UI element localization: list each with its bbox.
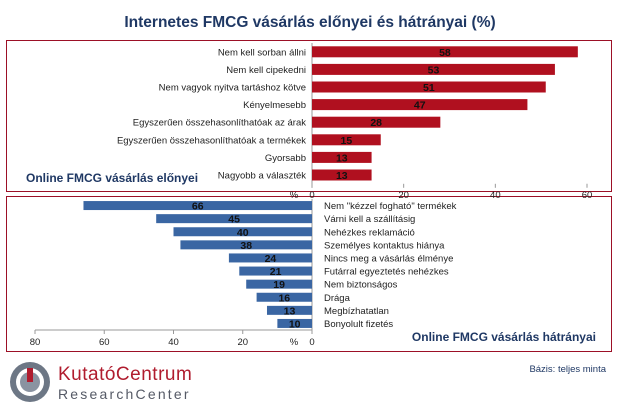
advantages-category-label: Nem kell sorban állni: [218, 47, 306, 58]
disadvantages-bar: [173, 227, 312, 237]
disadvantages-category-label: Várni kell a szállításig: [324, 214, 415, 225]
disadvantages-category-label: Nem biztonságos: [324, 280, 398, 291]
disadvantages-bar: [277, 318, 312, 328]
logo-text-kutatocentrum: KutatóCentrum: [58, 364, 193, 385]
disadvantages-value-label: 24: [265, 253, 277, 265]
advantages-value-label: 58: [439, 47, 451, 59]
advantages-tick-label: 40: [490, 190, 501, 201]
advantages-bar: [312, 99, 528, 111]
disadvantages-bar: [156, 214, 312, 224]
advantages-category-label: Nem vagyok nyitva tartáshoz kötve: [159, 83, 306, 94]
advantages-bar: [312, 116, 441, 128]
disadvantages-value-label: 21: [270, 266, 282, 278]
disadvantages-category-label: Nehézkes reklamáció: [324, 227, 415, 238]
disadvantages-bar: [83, 201, 312, 211]
advantages-bar: [312, 169, 372, 181]
disadvantages-value-label: 38: [240, 240, 252, 252]
disadvantages-value-label: 66: [192, 201, 204, 213]
disadvantages-category-label: Futárral egyeztetés nehézkes: [324, 267, 449, 278]
advantages-value-label: 47: [414, 100, 426, 112]
advantages-value-label: 13: [336, 170, 348, 182]
advantages-bar: [312, 151, 372, 163]
disadvantages-value-label: 13: [284, 305, 296, 317]
basis-note: Bázis: teljes minta: [529, 364, 606, 375]
disadvantages-tick-label: 20: [237, 337, 248, 348]
disadvantages-unit-label: %: [290, 337, 299, 348]
advantages-value-label: 51: [423, 82, 435, 94]
advantages-bar: [312, 134, 381, 146]
advantages-category-label: Egyszerűen összehasonlíthatóak az árak: [133, 118, 306, 129]
disadvantages-value-label: 40: [237, 227, 249, 239]
advantages-category-label: Gyorsabb: [265, 153, 306, 164]
logo: KutatóCentrum ResearchCenter: [8, 358, 218, 408]
chart-title: Internetes FMCG vásárlás előnyei és hátr…: [124, 14, 496, 31]
disadvantages-tick-label: 60: [99, 337, 110, 348]
advantages-value-label: 28: [370, 117, 382, 129]
disadvantages-value-label: 10: [289, 318, 301, 330]
disadvantages-category-label: Drága: [324, 293, 351, 304]
disadvantages-panel-label: Online FMCG vásárlás hátrányai: [412, 330, 596, 344]
disadvantages-category-label: Bonyolult fizetés: [324, 319, 393, 330]
advantages-bar: [312, 81, 546, 93]
advantages-value-label: 53: [428, 64, 440, 76]
advantages-tick-label: 20: [398, 190, 409, 201]
disadvantages-tick-label: 0: [309, 337, 314, 348]
disadvantages-bar: [266, 305, 312, 315]
advantages-bar: [312, 46, 578, 58]
logo-text-researchcenter: ResearchCenter: [58, 386, 191, 402]
disadvantages-bar: [180, 240, 312, 250]
advantages-category-label: Nagyobb a választék: [218, 171, 306, 182]
advantages-unit-label: %: [290, 190, 299, 201]
disadvantages-bar: [228, 253, 312, 263]
disadvantages-value-label: 19: [273, 279, 285, 291]
disadvantages-value-label: 16: [278, 292, 290, 304]
disadvantages-tick-label: 80: [30, 337, 41, 348]
advantages-tick-label: 0: [309, 190, 314, 201]
advantages-value-label: 13: [336, 152, 348, 164]
disadvantages-category-label: Személyes kontaktus hiánya: [324, 240, 445, 251]
disadvantages-tick-label: 40: [168, 337, 179, 348]
logo-icon: [10, 362, 50, 402]
disadvantages-bar: [256, 292, 312, 302]
advantages-category-label: Egyszerűen összehasonlíthatóak a terméke…: [117, 135, 306, 146]
advantages-category-label: Nem kell cipekedni: [226, 65, 306, 76]
disadvantages-category-label: Megbízhatatlan: [324, 306, 389, 317]
advantages-value-label: 15: [341, 135, 353, 147]
disadvantages-category-label: Nincs meg a vásárlás élménye: [324, 253, 453, 264]
disadvantages-bar: [239, 266, 312, 276]
advantages-panel-label: Online FMCG vásárlás előnyei: [26, 171, 198, 185]
disadvantages-bar: [246, 279, 312, 289]
advantages-tick-label: 60: [582, 190, 593, 201]
advantages-bar: [312, 63, 555, 75]
advantages-category-label: Kényelmesebb: [243, 100, 306, 111]
disadvantages-value-label: 45: [228, 214, 240, 226]
disadvantages-category-label: Nem "kézzel fogható" termékek: [324, 201, 457, 212]
